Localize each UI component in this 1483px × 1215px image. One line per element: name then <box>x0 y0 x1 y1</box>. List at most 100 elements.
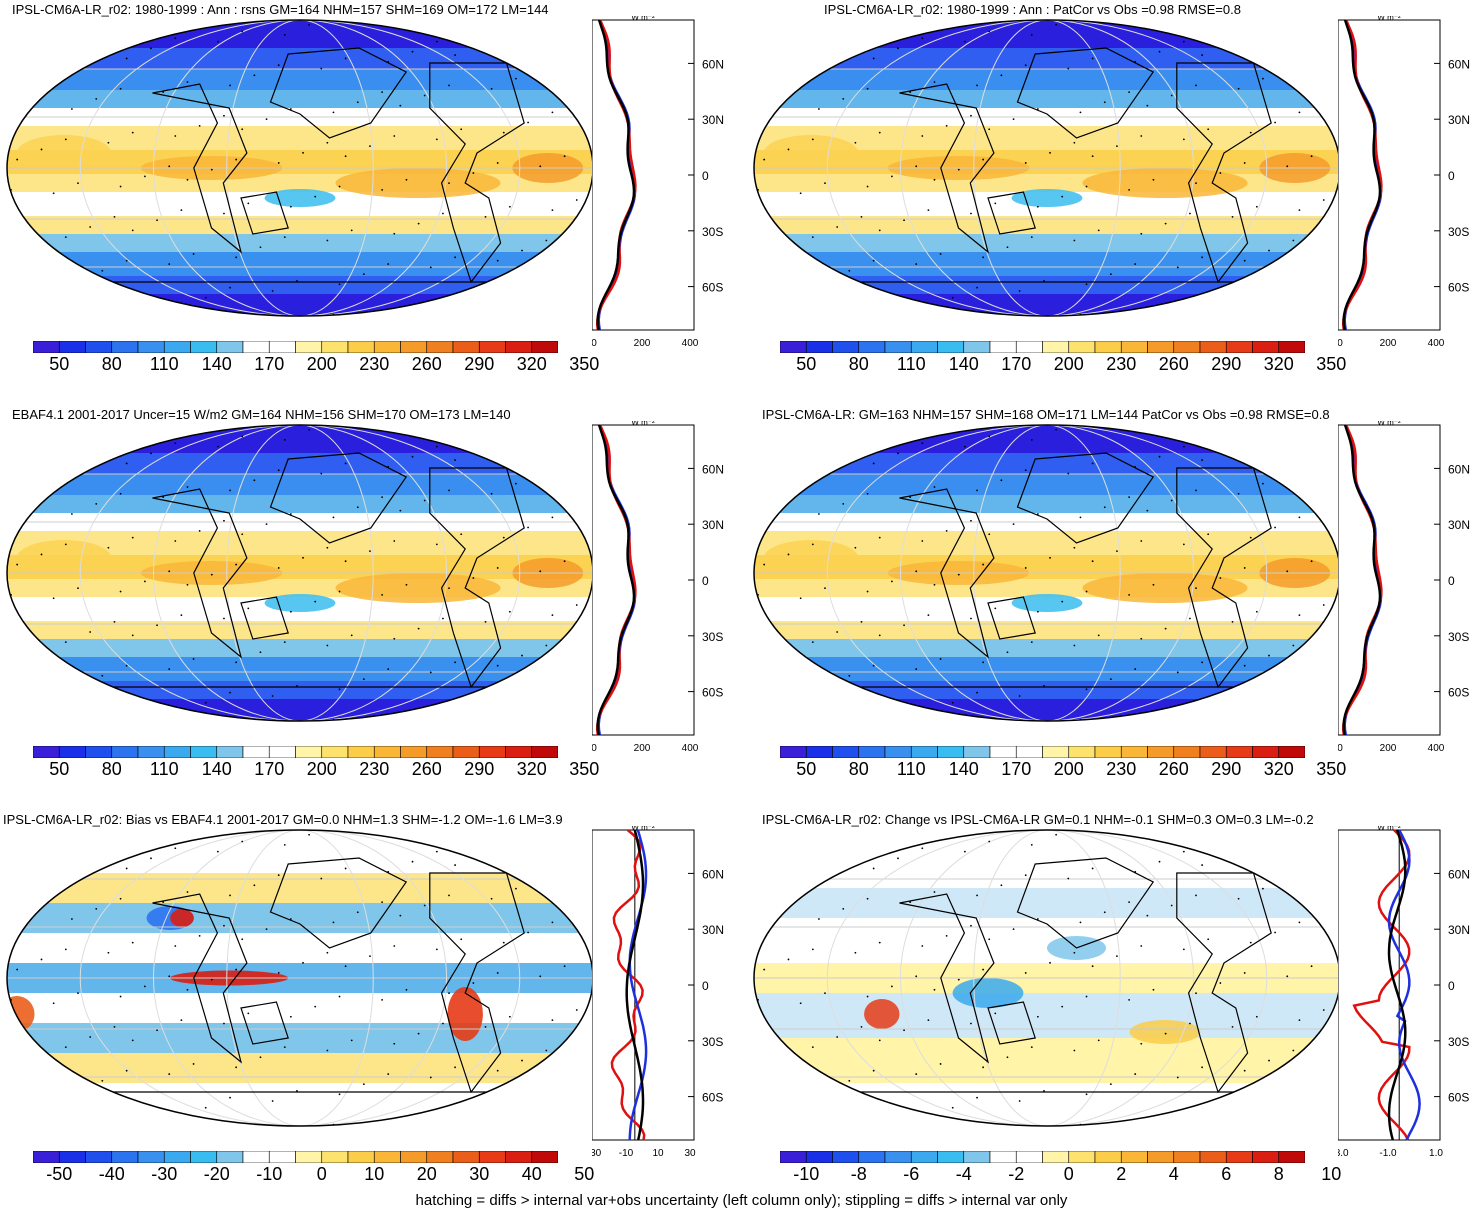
colorbar-label: -6 <box>903 1164 920 1184</box>
colorbar-swatch <box>478 745 506 759</box>
profile-tick: 30 <box>684 1148 696 1159</box>
colorbar-swatch <box>85 1150 113 1164</box>
colorbar-swatch <box>805 745 833 759</box>
colorbar-swatch <box>910 745 938 759</box>
profile-unit: W m⁻² <box>1377 421 1401 427</box>
colorbar-swatch <box>505 745 533 759</box>
colorbar-label: 20 <box>416 1164 437 1184</box>
colorbar-label: -10 <box>256 1164 283 1184</box>
colorbar-swatch <box>858 340 886 354</box>
colorbar-swatch <box>989 340 1017 354</box>
colorbar-label: 6 <box>1221 1164 1232 1184</box>
colorbar-swatch <box>190 745 218 759</box>
lat-label: 30S <box>1448 225 1469 239</box>
colorbar-label: -2 <box>1008 1164 1025 1184</box>
panel-title: IPSL-CM6A-LR_r02: Change vs IPSL-CM6A-LR… <box>762 812 1314 827</box>
colorbar-label: 170 <box>1001 759 1032 779</box>
zonal-profile: W m⁻² 60N 30N 0 30S 60S -30 -10 10 30 <box>592 826 724 1159</box>
colorbar-label: 290 <box>1211 759 1242 779</box>
colorbar-swatch <box>85 745 113 759</box>
colorbar-swatch <box>858 745 886 759</box>
colorbar-swatch <box>163 1150 191 1164</box>
lat-label: 0 <box>702 979 709 993</box>
colorbar-label: 0 <box>1063 1164 1074 1184</box>
colorbar-swatch <box>268 745 296 759</box>
profile-tick: 400 <box>682 338 699 349</box>
colorbar-label: 260 <box>1158 354 1189 374</box>
colorbar-swatch <box>1147 340 1175 354</box>
world-map <box>6 829 594 1127</box>
colorbar-swatch <box>832 745 860 759</box>
colorbar-swatch <box>1042 340 1070 354</box>
colorbar-swatch <box>1068 340 1096 354</box>
colorbar-label: 230 <box>1106 354 1137 374</box>
colorbar-label: 350 <box>569 759 600 779</box>
colorbar-swatch <box>163 340 191 354</box>
colorbar-swatch <box>190 1150 218 1164</box>
colorbar-label: 110 <box>149 759 179 779</box>
lat-label: 30S <box>702 630 723 644</box>
colorbar-label: 8 <box>1273 1164 1284 1184</box>
colorbar-swatch <box>1042 1150 1070 1164</box>
lat-label: 30N <box>702 113 724 127</box>
lat-label: 60N <box>702 867 724 881</box>
colorbar-label: 230 <box>359 354 390 374</box>
colorbar-swatch <box>1015 1150 1043 1164</box>
world-map <box>753 424 1341 722</box>
lat-label: 60S <box>1448 281 1469 295</box>
lat-label: 30N <box>1448 923 1470 937</box>
colorbar-label: 40 <box>521 1164 542 1184</box>
colorbar-swatch <box>452 1150 480 1164</box>
colorbar-label: 80 <box>101 759 122 779</box>
colorbar-label: 30 <box>469 1164 490 1184</box>
colorbar-swatch <box>400 340 428 354</box>
colorbar-swatch <box>32 340 60 354</box>
colorbar-swatch <box>426 745 454 759</box>
colorbar-label: 260 <box>411 759 442 779</box>
colorbar-label: 290 <box>1211 354 1242 374</box>
lat-label: 60N <box>702 57 724 71</box>
colorbar-swatch <box>937 340 965 354</box>
colorbar-swatch <box>910 1150 938 1164</box>
lat-label: 60S <box>702 1091 723 1105</box>
profile-tick: 0 <box>1338 338 1343 349</box>
colorbar-swatch <box>32 1150 60 1164</box>
lat-label: 60S <box>1448 686 1469 700</box>
colorbar-swatch <box>1252 1150 1280 1164</box>
colorbar-swatch <box>779 340 807 354</box>
colorbar-swatch <box>295 745 323 759</box>
profile-unit: W m⁻² <box>631 16 655 22</box>
colorbar-swatch <box>779 745 807 759</box>
colorbar-label: 80 <box>848 759 869 779</box>
colorbar-swatch <box>111 340 139 354</box>
colorbar-swatch <box>1042 745 1070 759</box>
colorbar-swatch <box>963 1150 991 1164</box>
zonal-profile: W m⁻² 60N 30N 0 30S 60S 0 200 400 <box>592 16 724 349</box>
lat-label: 30N <box>702 923 724 937</box>
colorbar-swatch <box>1147 745 1175 759</box>
profile-unit: W m⁻² <box>1377 826 1401 832</box>
colorbar-swatch <box>1147 1150 1175 1164</box>
profile-tick: 400 <box>1428 338 1445 349</box>
colorbar-swatch <box>1120 340 1148 354</box>
profile-tick: 0 <box>1338 743 1343 754</box>
profile-tick: 1.0 <box>1429 1148 1443 1159</box>
zonal-profile: W m⁻² 60N 30N 0 30S 60S 0 200 400 <box>1338 16 1470 349</box>
world-map <box>753 19 1341 317</box>
colorbar-swatch <box>58 340 86 354</box>
profile-tick: 0 <box>592 338 597 349</box>
colorbar-label: 200 <box>1053 354 1084 374</box>
lat-label: 30N <box>702 518 724 532</box>
lat-label: 30S <box>702 225 723 239</box>
colorbar-swatch <box>910 340 938 354</box>
colorbar-swatch <box>1278 745 1306 759</box>
colorbar-swatch <box>937 745 965 759</box>
colorbar-swatch <box>1199 745 1227 759</box>
colorbar-swatch <box>85 340 113 354</box>
colorbar-label: 110 <box>896 354 926 374</box>
lat-label: 0 <box>702 574 709 588</box>
colorbar-swatch <box>1225 745 1253 759</box>
profile-tick: -3.0 <box>1338 1148 1349 1159</box>
profile-tick: 200 <box>634 743 651 754</box>
colorbar-swatch <box>373 340 401 354</box>
